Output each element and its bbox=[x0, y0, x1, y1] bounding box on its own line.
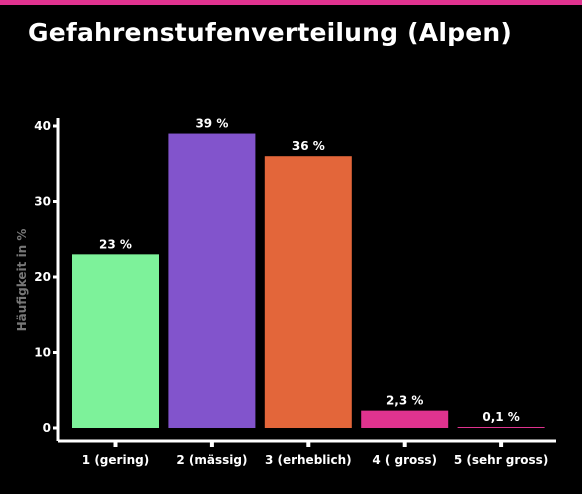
chart-title: Gefahrenstufenverteilung (Alpen) bbox=[28, 18, 512, 47]
x-tick-label-5: 5 (sehr gross) bbox=[454, 453, 548, 467]
x-tick-label-4: 4 ( gross) bbox=[372, 453, 437, 467]
data-label-2: 39 % bbox=[195, 117, 228, 131]
y-tick-label-0: 0 bbox=[43, 421, 51, 435]
data-label-4: 2,3 % bbox=[386, 394, 423, 408]
x-tick-label-1: 1 (gering) bbox=[82, 453, 149, 467]
accent-top-bar bbox=[0, 0, 582, 5]
bar-2 bbox=[168, 133, 256, 429]
y-tick-label-10: 10 bbox=[34, 346, 51, 360]
x-tick-label-2: 2 (mässig) bbox=[176, 453, 247, 467]
data-label-5: 0,1 % bbox=[482, 410, 519, 424]
bar-5 bbox=[457, 427, 545, 428]
data-label-1: 23 % bbox=[99, 237, 132, 251]
bar-4 bbox=[361, 410, 449, 428]
bar-3 bbox=[264, 156, 352, 428]
y-axis-title: Häufigkeit in % bbox=[15, 229, 29, 332]
y-tick-label-30: 30 bbox=[34, 195, 51, 209]
y-tick-label-20: 20 bbox=[34, 270, 51, 284]
y-tick-label-40: 40 bbox=[34, 119, 51, 133]
data-label-3: 36 % bbox=[292, 139, 325, 153]
x-tick-label-3: 3 (erheblich) bbox=[265, 453, 352, 467]
bar-1 bbox=[72, 254, 159, 428]
